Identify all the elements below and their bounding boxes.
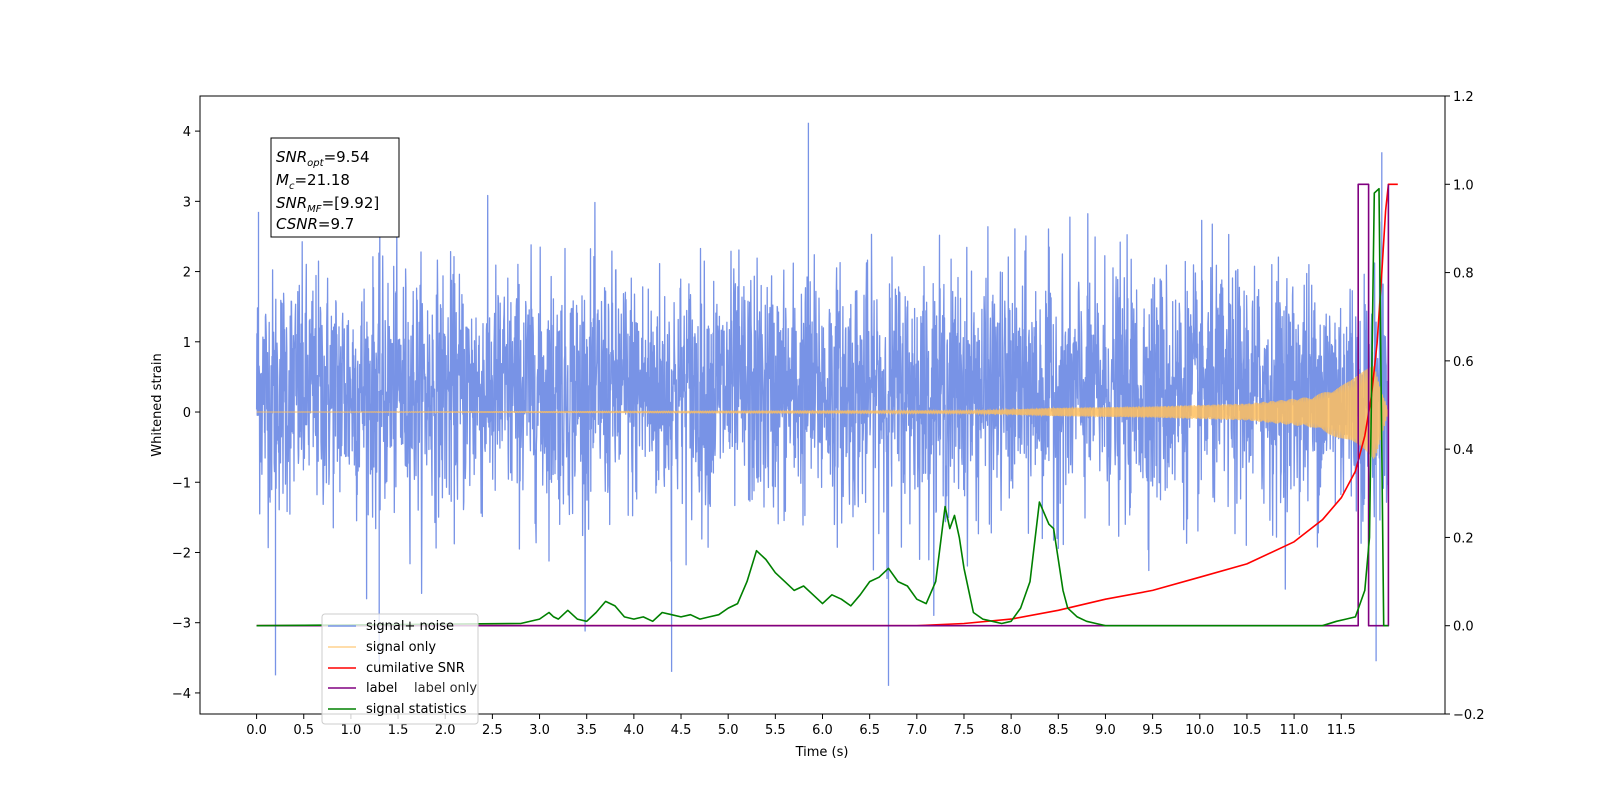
x-tick-label: 4.5	[671, 723, 692, 738]
y-tick-label: −1	[172, 476, 191, 491]
y2-tick-label: 0.4	[1453, 443, 1474, 458]
x-tick-label: 0.0	[246, 723, 267, 738]
x-tick-label: 4.0	[624, 723, 645, 738]
y-tick-label: −2	[172, 546, 191, 561]
y-axis-label: Whitened strain	[150, 353, 165, 456]
legend-item-label-only: label only	[414, 681, 477, 696]
x-tick-label: 10.5	[1232, 723, 1261, 738]
y-tick-label: 2	[183, 266, 191, 281]
x-tick-label: 5.0	[718, 723, 739, 738]
y-tick-label: 4	[183, 125, 191, 140]
series-signal-noise	[255, 122, 1390, 686]
y2-tick-label: 0.0	[1453, 620, 1474, 635]
y2-tick-label: 1.0	[1453, 178, 1474, 193]
annotation-csnr: CSNR=9.7	[276, 215, 354, 233]
x-tick-label: 6.0	[812, 723, 833, 738]
legend-item-label: label	[328, 681, 397, 696]
x-tick-label: 1.0	[341, 723, 362, 738]
x-tick-label: 2.0	[435, 723, 456, 738]
annotation-chirp-mass: Mc=21.18	[276, 171, 350, 192]
x-tick-label: 7.5	[954, 723, 975, 738]
x-tick-label: 3.0	[529, 723, 550, 738]
annotation-box: SNRopt=9.54 Mc=21.18 SNRMF=[9.92] CSNR=9…	[270, 137, 400, 238]
svg-text:label: label	[366, 681, 397, 696]
y2-tick-label: 0.2	[1453, 531, 1474, 546]
y-tick-label: −4	[172, 687, 191, 702]
x-tick-label: 9.5	[1142, 723, 1163, 738]
x-tick-label: 9.0	[1095, 723, 1116, 738]
legend-item-signal-only: signal only	[328, 640, 436, 655]
y-tick-label: 0	[183, 406, 191, 421]
legend: signal+ noise signal only cumilative SNR…	[321, 613, 479, 725]
series-signal-statistics	[256, 187, 1389, 627]
svg-text:cumilative SNR: cumilative SNR	[366, 661, 465, 676]
y2-tick-label: 1.2	[1453, 90, 1474, 105]
annotation-snr-mf: SNRMF=[9.92]	[276, 194, 379, 215]
legend-item-cumulative-snr: cumilative SNR	[328, 661, 465, 676]
x-tick-label: 11.0	[1280, 723, 1309, 738]
annotation-snr-opt: SNRopt=9.54	[276, 148, 370, 169]
x-tick-label: 8.0	[1001, 723, 1022, 738]
legend-item-signal-noise: signal+ noise	[328, 619, 454, 634]
series-signal-only	[256, 366, 1389, 459]
y-tick-label: −3	[172, 617, 191, 632]
svg-text:label only: label only	[414, 681, 477, 696]
plot-area	[255, 122, 1398, 686]
y2-tick-label: −0.2	[1453, 708, 1485, 723]
x-tick-label: 11.5	[1327, 723, 1356, 738]
x-tick-label: 6.5	[859, 723, 880, 738]
x-tick-label: 8.5	[1048, 723, 1069, 738]
axes: 0.0 0.5 1.0 1.5 2.0 2.5 3.0 3.5 4.0 4.5 5.0 5.5 6.0 6…	[172, 90, 1485, 738]
x-tick-label: 0.5	[293, 723, 314, 738]
series-cumulative-snr	[256, 183, 1398, 627]
x-tick-label: 7.0	[906, 723, 927, 738]
x-tick-label: 5.5	[765, 723, 786, 738]
y2-tick-label: 0.8	[1453, 267, 1474, 282]
x-tick-label: 1.5	[388, 723, 409, 738]
svg-text:signal statistics: signal statistics	[366, 702, 467, 717]
x-tick-label: 2.5	[482, 723, 503, 738]
y2-tick-label: 0.6	[1453, 355, 1474, 370]
y-tick-label: 3	[183, 195, 191, 210]
svg-text:signal+ noise: signal+ noise	[366, 619, 454, 634]
legend-item-signal-statistics: signal statistics	[328, 702, 467, 717]
y-tick-label: 1	[183, 336, 191, 351]
x-tick-label: 10.0	[1185, 723, 1214, 738]
x-tick-label: 3.5	[576, 723, 597, 738]
svg-text:signal only: signal only	[366, 640, 436, 655]
x-axis-label: Time (s)	[795, 745, 849, 760]
